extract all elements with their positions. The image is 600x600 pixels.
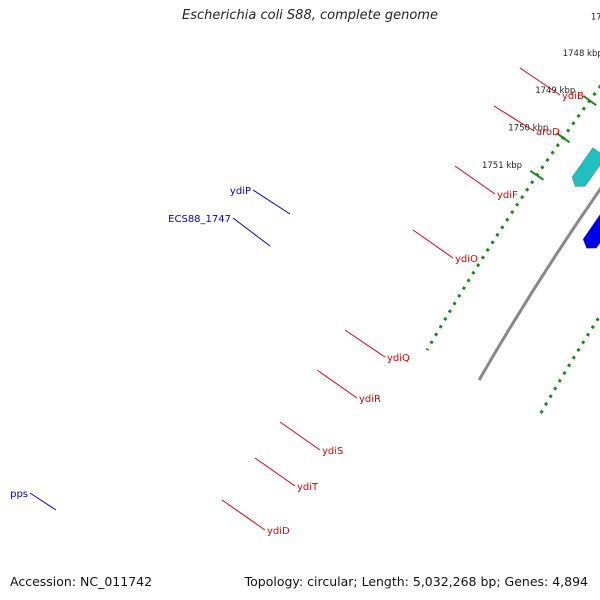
gene-label: ydiD	[267, 526, 290, 537]
map-title: Escherichia coli S88, complete genome	[182, 8, 438, 23]
leader-line	[279, 421, 321, 451]
kbp-tick-label: 1748 kbp	[563, 49, 600, 59]
inner-scale-dots	[538, 313, 600, 416]
kbp-tick-label: 1750 kbp	[508, 123, 548, 133]
gene-label: ydiB	[562, 91, 584, 102]
teal-gene-arrow	[571, 147, 600, 187]
leader-line	[252, 189, 291, 215]
gene-label: ydiF	[497, 190, 518, 201]
scale-ticks: 1739 kbp1740 kbp1741 kbp1742 kbp1743 kbp…	[482, 13, 600, 181]
gene-label: ydiS	[322, 446, 343, 457]
gene-label: ydiO	[455, 254, 478, 265]
leader-line	[493, 105, 535, 132]
kbp-tick-mark	[582, 95, 597, 107]
label-leaders	[29, 67, 561, 531]
leader-line	[344, 329, 386, 358]
gene-features	[571, 147, 600, 249]
scale-dots	[425, 84, 600, 416]
leader-line	[316, 369, 358, 399]
leader-line	[254, 457, 296, 487]
leader-line	[412, 229, 454, 259]
outer-scale-dots	[425, 84, 600, 351]
leader-line	[454, 165, 496, 195]
kbp-tick-label: 1749 kbp	[535, 86, 575, 96]
leader-line	[519, 67, 561, 96]
gene-label: pps	[10, 489, 28, 500]
gene-label: ECS88_1747	[168, 214, 231, 225]
leader-line	[232, 217, 271, 247]
kbp-tick-label: 1747 kbp	[591, 13, 600, 23]
leader-line	[29, 492, 57, 511]
gene-label: ydiR	[359, 394, 381, 405]
kbp-tick-mark	[529, 169, 545, 181]
kbp-tick-mark	[555, 132, 571, 144]
gene-label: ydiP	[230, 186, 251, 197]
gene-label: aroD	[536, 127, 560, 138]
accession-text: Accession: NC_011742	[8, 574, 155, 589]
gene-label: ydiQ	[387, 353, 410, 364]
kbp-tick-label: 1751 kbp	[482, 161, 522, 171]
blue-gene-arrow	[582, 213, 600, 249]
gene-label: ydiT	[297, 482, 319, 493]
leader-line	[221, 499, 266, 531]
genome-summary-text: Topology: circular; Length: 5,032,268 bp…	[242, 574, 590, 589]
